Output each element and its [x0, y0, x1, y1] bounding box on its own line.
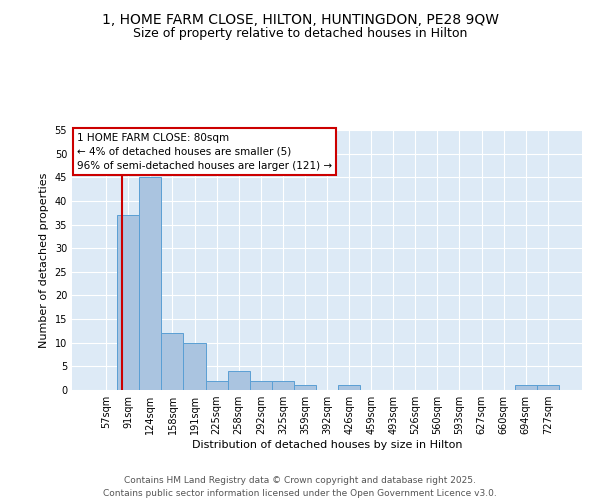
Text: 1 HOME FARM CLOSE: 80sqm
← 4% of detached houses are smaller (5)
96% of semi-det: 1 HOME FARM CLOSE: 80sqm ← 4% of detache… [77, 132, 332, 170]
Bar [294, 386, 316, 390]
X-axis label: Distribution of detached houses by size in Hilton: Distribution of detached houses by size … [192, 440, 462, 450]
Text: 1, HOME FARM CLOSE, HILTON, HUNTINGDON, PE28 9QW: 1, HOME FARM CLOSE, HILTON, HUNTINGDON, … [101, 12, 499, 26]
Bar [250, 380, 272, 390]
Bar [139, 178, 161, 390]
Bar [161, 334, 184, 390]
Y-axis label: Number of detached properties: Number of detached properties [39, 172, 49, 348]
Bar [227, 371, 250, 390]
Bar [272, 380, 294, 390]
Bar [206, 380, 227, 390]
Bar [117, 215, 139, 390]
Text: Size of property relative to detached houses in Hilton: Size of property relative to detached ho… [133, 28, 467, 40]
Bar [515, 386, 537, 390]
Bar [537, 386, 559, 390]
Text: Contains HM Land Registry data © Crown copyright and database right 2025.
Contai: Contains HM Land Registry data © Crown c… [103, 476, 497, 498]
Bar [184, 342, 206, 390]
Bar [338, 386, 360, 390]
